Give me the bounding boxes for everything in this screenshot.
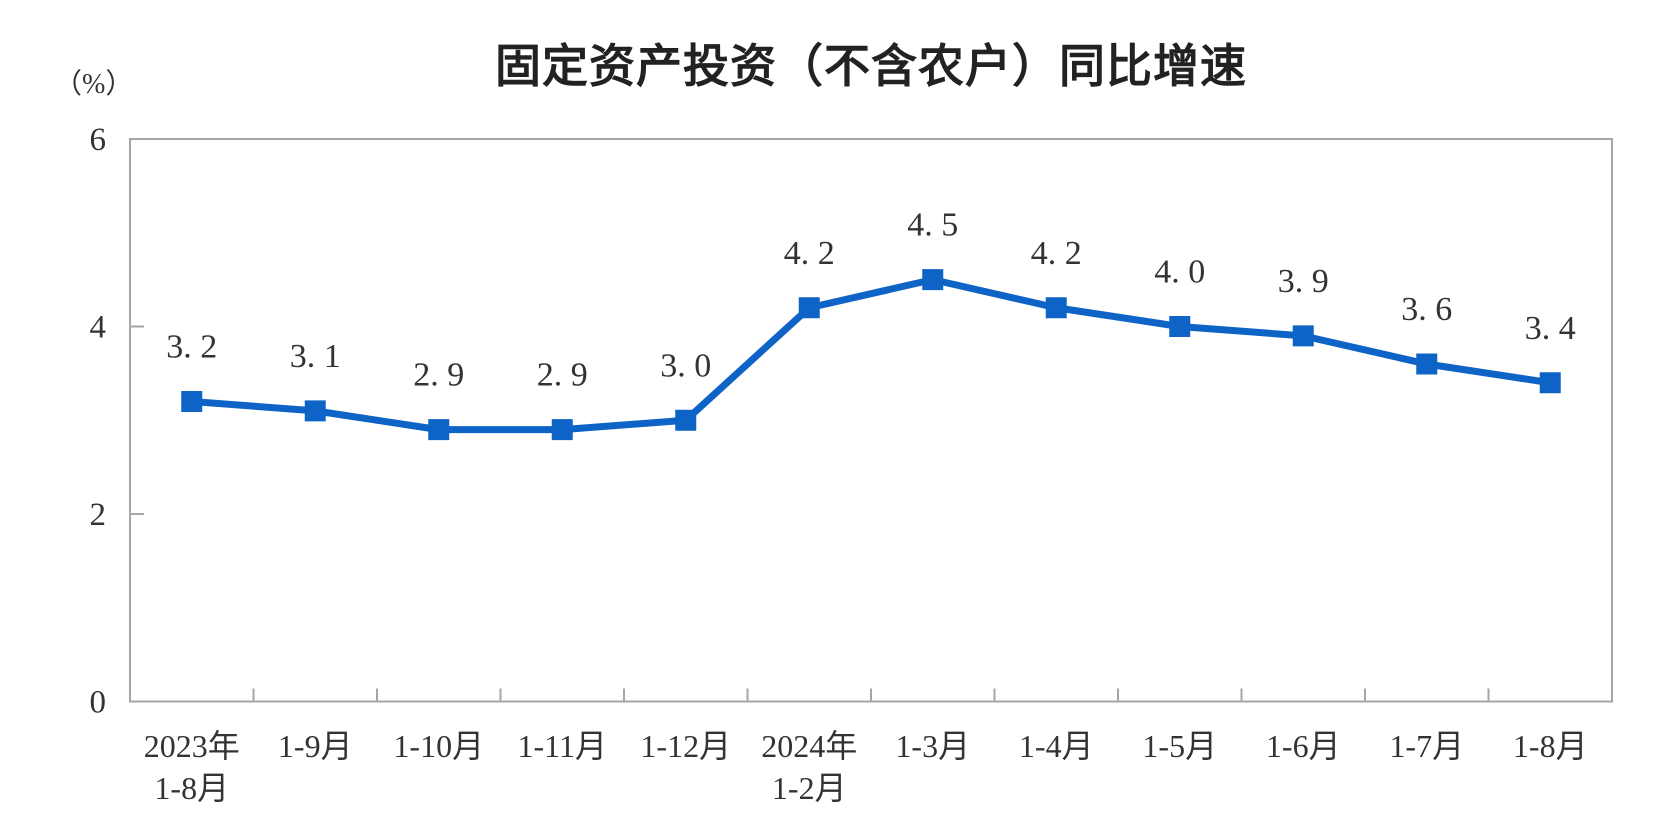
data-point-marker	[675, 409, 697, 431]
x-axis-category-label: 1-12月	[640, 728, 731, 764]
x-axis-category-label: 1-5月	[1142, 728, 1217, 764]
data-point-marker	[304, 400, 326, 422]
data-point-label: 3. 4	[1525, 310, 1576, 347]
y-axis-tick-label: 6	[90, 122, 107, 158]
x-axis-category-label-line2: 1-2月	[772, 770, 847, 806]
x-axis-category-label: 1-4月	[1019, 728, 1094, 764]
data-point-label: 4. 2	[784, 235, 835, 272]
x-axis-category-label: 1-7月	[1389, 728, 1464, 764]
data-point-label: 3. 0	[660, 347, 711, 384]
data-point-marker	[1539, 372, 1561, 394]
data-point-marker	[428, 419, 450, 441]
data-point-label: 3. 1	[290, 338, 341, 375]
y-axis-tick-label: 4	[90, 310, 107, 346]
x-axis-category-label: 2023年	[144, 728, 240, 764]
x-axis-category-label: 1-11月	[518, 728, 607, 764]
data-point-marker	[1292, 325, 1314, 347]
x-axis-category-label: 1-6月	[1266, 728, 1341, 764]
x-axis-category-label-line2: 1-8月	[154, 770, 229, 806]
data-point-label: 3. 9	[1278, 263, 1329, 300]
x-axis-category-label: 1-8月	[1513, 728, 1588, 764]
data-point-marker	[181, 391, 203, 412]
y-axis-tick-label: 0	[90, 685, 107, 721]
data-point-label: 4. 2	[1031, 235, 1082, 272]
y-axis-tick-label: 2	[90, 497, 107, 533]
x-axis-category-label: 2024年	[761, 728, 857, 764]
data-point-marker	[1045, 297, 1067, 319]
data-point-label: 4. 0	[1154, 254, 1205, 291]
y-axis-unit-label: （%）	[54, 69, 134, 100]
data-point-label: 3. 2	[166, 329, 217, 366]
data-point-marker	[1416, 353, 1438, 375]
x-axis-category-label: 1-3月	[895, 728, 970, 764]
x-axis-category-label: 1-9月	[278, 728, 353, 764]
data-point-marker	[798, 297, 820, 319]
data-point-marker	[551, 419, 573, 441]
series-line	[188, 276, 1554, 434]
data-point-marker	[922, 269, 944, 291]
data-point-label: 4. 5	[907, 207, 958, 244]
x-axis-category-label: 1-10月	[393, 728, 484, 764]
plot-frame	[129, 138, 1613, 703]
data-point-label: 2. 9	[413, 357, 464, 394]
data-point-label: 3. 6	[1401, 291, 1452, 328]
chart-title: 固定资产投资（不含农户）同比增速	[495, 40, 1247, 92]
data-point-marker	[1169, 316, 1191, 337]
data-point-label: 2. 9	[537, 357, 588, 394]
